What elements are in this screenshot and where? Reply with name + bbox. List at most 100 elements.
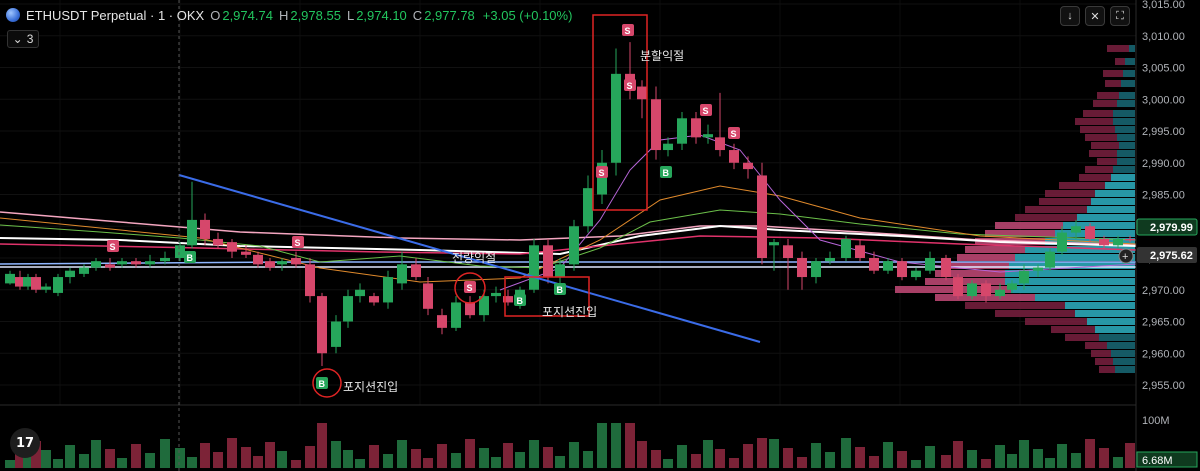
volume-profile-bar	[1085, 342, 1107, 349]
candle-body	[213, 238, 223, 246]
volume-profile-bar	[985, 230, 1055, 237]
collapse-button[interactable]: ✕	[1085, 6, 1105, 26]
buy-signal-badge	[554, 283, 566, 295]
volume-profile-bar	[1005, 278, 1135, 285]
price-tick-label: 2,965.00	[1142, 317, 1185, 329]
volume-profile-bar	[1095, 190, 1135, 197]
volume-bar	[79, 454, 89, 468]
highlight-box-entry[interactable]	[504, 276, 590, 317]
volume-profile-bar	[1119, 142, 1135, 149]
trade-signals: S S S S S S S S B B B B B	[107, 24, 740, 389]
volume-bar	[715, 449, 725, 468]
indicators-toggle-button[interactable]: ⌄ 3	[7, 30, 39, 48]
arrow-down-button[interactable]: ↓	[1060, 6, 1080, 26]
highlight-circle-entry[interactable]	[312, 368, 342, 398]
candle-body	[343, 296, 353, 322]
buy-signal-badge	[660, 166, 672, 178]
sell-signal-label: S	[599, 168, 605, 178]
volume-profile-bar	[935, 270, 1005, 277]
volume-profile-bar	[995, 222, 1063, 229]
sell-signal-label: S	[625, 26, 631, 36]
candle-body	[1071, 226, 1081, 233]
volume-bar	[1113, 457, 1123, 468]
fullscreen-icon: ⛶	[1116, 9, 1124, 22]
candle-body	[529, 245, 539, 290]
candle-body	[611, 73, 621, 163]
volume-profile-bar	[1111, 174, 1135, 181]
candle-body	[317, 296, 327, 354]
sell-signal-badge	[596, 166, 608, 178]
volume-bar	[213, 452, 223, 468]
volume-profile-bar	[1125, 58, 1135, 65]
volume-profile-bar	[1059, 182, 1105, 189]
sell-signal-label: S	[731, 129, 737, 139]
moving-averages	[0, 134, 1137, 291]
candlesticks	[5, 42, 1135, 366]
candle-body	[383, 277, 393, 303]
volume-profile-bar	[1107, 45, 1129, 52]
candle-body	[967, 283, 977, 297]
candle-body	[1057, 232, 1067, 252]
volume-profile-bar	[1111, 350, 1135, 357]
price-tick-label: 3,010.00	[1142, 31, 1185, 43]
volume-bar	[825, 452, 835, 468]
candle-body	[583, 188, 593, 227]
candle-body	[797, 258, 807, 278]
tradingview-logo[interactable]: 17	[10, 428, 40, 458]
candle-body	[1099, 238, 1109, 246]
sell-signal: S	[728, 127, 740, 139]
sell-signal-label: S	[467, 283, 473, 293]
volume-bar	[637, 441, 647, 468]
sell-signal: S	[292, 236, 304, 248]
volume-profile-bar	[1087, 206, 1135, 213]
sell-signal-badge	[622, 24, 634, 36]
volume-profile-bar	[1075, 118, 1113, 125]
candle-body	[677, 118, 687, 144]
price-tick-label: 2,955.00	[1142, 380, 1185, 392]
volume-bar	[145, 453, 155, 468]
volume-profile-bar	[1079, 174, 1111, 181]
volume-profile-bar	[925, 278, 1005, 285]
volume-bar	[160, 439, 170, 468]
volume-bar	[1033, 449, 1043, 468]
volume-bar	[397, 440, 407, 468]
candle-body	[355, 289, 365, 297]
volume-profile-bar	[965, 302, 1065, 309]
highlight-box-top[interactable]	[592, 14, 648, 211]
volume-profile-bar	[1117, 158, 1135, 165]
buy-signal-label: B	[663, 168, 670, 178]
volume-profile-bar	[945, 262, 1009, 269]
open-label: O	[210, 7, 221, 23]
buy-signal-label: B	[517, 296, 524, 306]
volume-profile-bar	[1113, 110, 1135, 117]
fullscreen-button[interactable]: ⛶	[1110, 6, 1130, 26]
volume-profile-bar	[1117, 150, 1135, 157]
volume-bar	[31, 441, 41, 468]
annotation-entry-mid: 포지션진입	[542, 305, 597, 319]
candle-body	[277, 261, 287, 265]
candle-body	[981, 283, 991, 297]
volume-bar	[383, 454, 393, 468]
trend-line[interactable]	[178, 174, 761, 343]
volume-bar	[981, 459, 991, 468]
highlight-circle-exit[interactable]	[454, 272, 486, 304]
candle-body	[491, 292, 501, 297]
volume-profile-bar	[1083, 110, 1113, 117]
symbol-title[interactable]: ETHUSDT Perpetual · 1 · OKX	[26, 7, 205, 23]
candle-body	[503, 296, 513, 303]
volume-bar	[1019, 440, 1029, 468]
annotation-split-exit: 분할익절	[640, 49, 684, 63]
volume-bar	[841, 438, 851, 468]
candle-body	[703, 134, 713, 138]
volume-profile	[895, 45, 1135, 373]
volume-bar	[769, 439, 779, 468]
sell-signal: S	[700, 104, 712, 116]
volume-bar	[625, 423, 635, 468]
buy-signal: B	[554, 283, 566, 295]
sell-signal-label: S	[703, 106, 709, 116]
candle-body	[925, 258, 935, 271]
volume-profile-bar	[1065, 334, 1099, 341]
candle-body	[369, 296, 379, 303]
